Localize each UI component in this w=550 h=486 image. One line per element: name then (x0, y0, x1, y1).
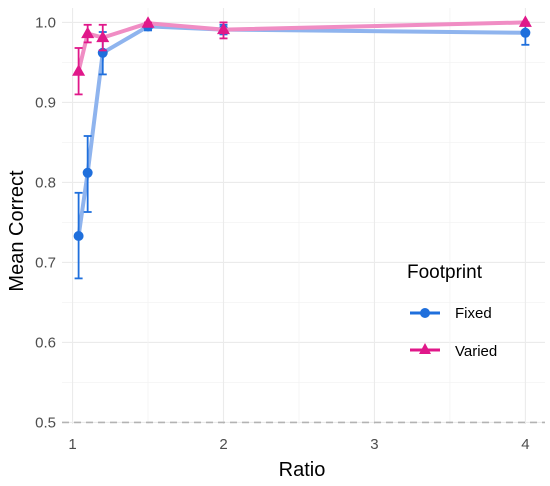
series-varied (72, 15, 532, 96)
legend-marker-varied (419, 343, 431, 354)
x-tick-label: 3 (370, 436, 378, 453)
point-varied (217, 22, 231, 35)
x-tick-label: 2 (219, 436, 227, 453)
point-fixed (520, 27, 531, 38)
x-tick-label: 4 (521, 436, 529, 453)
point-varied (141, 16, 155, 28)
grid (62, 8, 545, 424)
y-tick-label: 0.8 (35, 174, 56, 191)
legend-item-varied: Varied (410, 343, 497, 360)
point-fixed (73, 231, 84, 241)
point-varied (96, 30, 110, 43)
legend-label-fixed: Fixed (455, 305, 492, 322)
x-tick-label: 1 (68, 436, 76, 453)
y-tick-label: 0.9 (35, 94, 56, 111)
legend-item-fixed: Fixed (410, 305, 492, 322)
y-tick-label: 0.5 (35, 414, 56, 431)
series-fixed (73, 21, 531, 280)
tick-labels: 0.5 0.6 0.7 0.8 0.9 1.0 1 2 3 4 (35, 14, 529, 453)
series-line-fixed (76, 24, 528, 238)
x-axis-title: Ratio (279, 459, 326, 481)
point-varied (72, 64, 86, 76)
legend-marker-fixed (420, 308, 430, 318)
point-fixed (82, 167, 93, 178)
legend-label-varied: Varied (455, 343, 497, 360)
legend: Footprint Fixed Varied (407, 262, 497, 360)
series-line-varied (76, 20, 528, 74)
y-tick-label: 0.6 (35, 334, 56, 351)
y-tick-label: 0.7 (35, 254, 56, 271)
legend-title: Footprint (407, 262, 483, 283)
y-tick-label: 1.0 (35, 14, 56, 31)
y-axis-title: Mean Correct (6, 170, 28, 292)
point-varied (518, 15, 532, 27)
point-varied (81, 26, 95, 39)
